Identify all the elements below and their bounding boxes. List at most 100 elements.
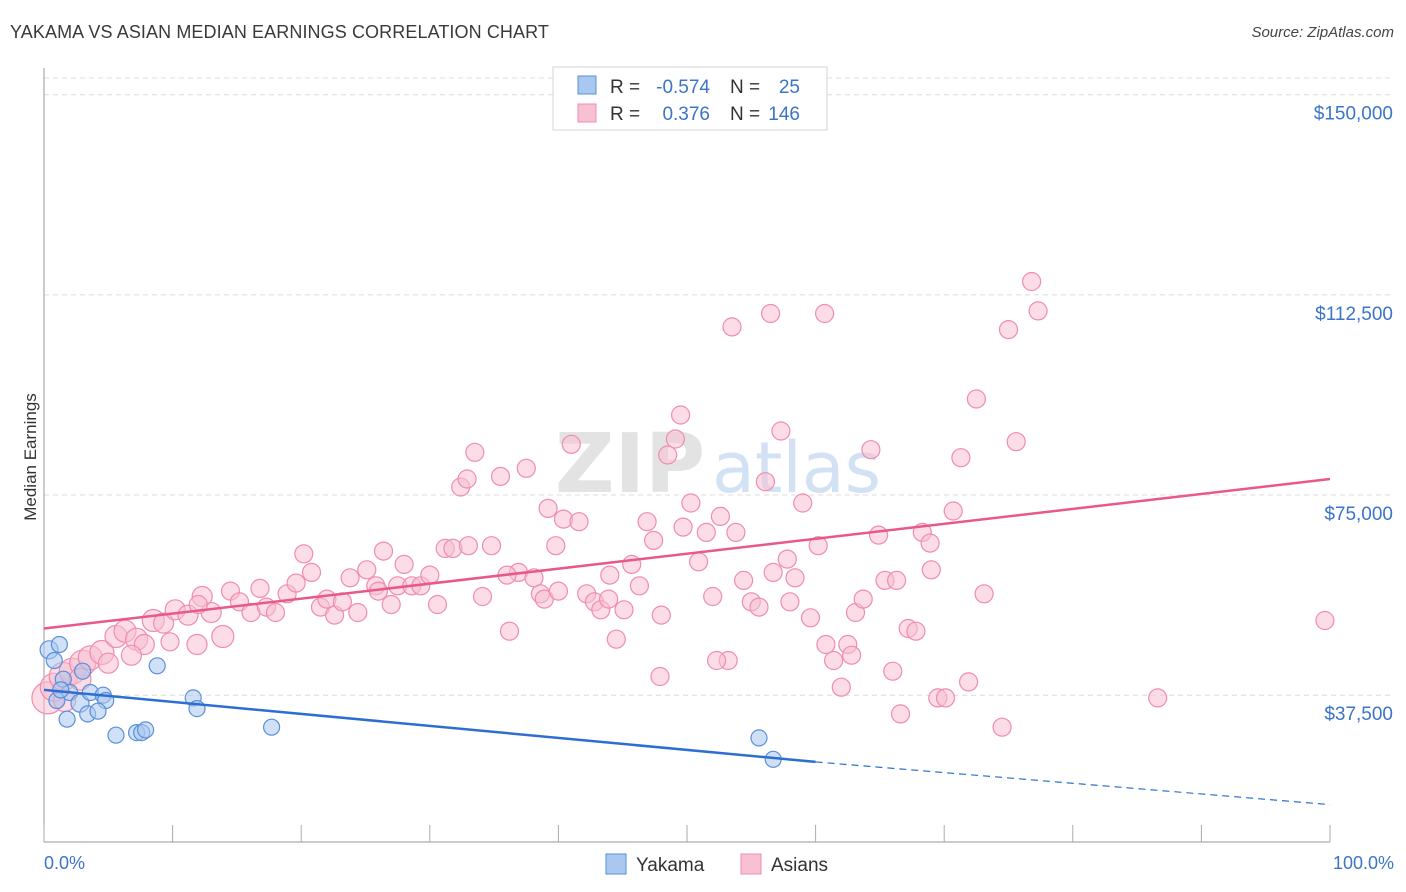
y-axis-label: Median Earnings <box>21 393 40 521</box>
legend-swatch-asians <box>577 103 597 123</box>
point-asians-92 <box>800 608 821 628</box>
point-asians-113 <box>958 672 979 692</box>
point-asians-68 <box>622 554 642 575</box>
point-asians-122 <box>760 303 781 324</box>
point-asians-15 <box>186 633 208 656</box>
point-asians-89 <box>777 549 797 569</box>
y-tick-label-1: $75,000 <box>1324 504 1393 525</box>
point-asians-75 <box>673 517 693 537</box>
correlation-legend-box <box>552 66 828 131</box>
point-asians-49 <box>472 586 493 607</box>
point-asians-126 <box>1315 610 1335 631</box>
point-asians-131 <box>458 536 478 556</box>
point-asians-100 <box>861 440 881 460</box>
series-legend: Yakama Asians <box>605 853 828 876</box>
point-asians-54 <box>516 458 536 478</box>
point-asians-43 <box>427 594 448 615</box>
legend-n-label-asians: N = <box>730 104 760 125</box>
point-asians-111 <box>943 501 963 521</box>
y-tick-label-2: $112,500 <box>1315 304 1393 325</box>
point-asians-78 <box>696 522 716 543</box>
point-asians-27 <box>301 562 322 583</box>
series-yakama <box>39 635 782 768</box>
point-yakama-2 <box>45 651 63 670</box>
point-asians-142 <box>97 652 119 674</box>
point-asians-121 <box>722 317 742 337</box>
point-asians-108 <box>920 533 940 553</box>
point-asians-106 <box>906 621 926 641</box>
bottom-legend-label-asians[interactable]: Asians <box>771 855 828 876</box>
point-asians-50 <box>481 536 502 556</box>
bottom-legend-swatch-asians[interactable] <box>740 853 762 875</box>
point-asians-39 <box>394 554 414 575</box>
point-asians-134 <box>548 581 569 601</box>
point-asians-117 <box>998 320 1019 340</box>
point-asians-135 <box>600 565 620 585</box>
point-yakama-12 <box>89 702 107 720</box>
point-yakama-1 <box>50 635 69 654</box>
point-asians-104 <box>890 704 911 724</box>
point-asians-80 <box>710 506 731 527</box>
point-asians-23 <box>265 602 286 623</box>
point-asians-33 <box>348 602 368 623</box>
legend-r-label-asians: R = <box>610 104 640 125</box>
point-asians-60 <box>561 434 581 454</box>
point-asians-69 <box>629 576 650 596</box>
x-tick-label-min: 0.0% <box>44 853 85 873</box>
trend-lines <box>43 477 1331 806</box>
point-asians-61 <box>569 512 589 532</box>
point-asians-34 <box>357 560 377 580</box>
point-asians-125 <box>1148 688 1168 708</box>
point-asians-76 <box>681 493 701 513</box>
trend-line-extension-yakama <box>815 761 1331 806</box>
point-asians-18 <box>211 624 235 649</box>
point-asians-71 <box>643 530 664 551</box>
point-asians-67 <box>614 600 634 620</box>
point-yakama-23 <box>73 662 92 680</box>
legend-r-label-yakama: R = <box>610 77 640 98</box>
point-asians-137 <box>706 650 727 671</box>
point-asians-101 <box>868 525 889 545</box>
point-asians-95 <box>823 650 844 671</box>
point-asians-83 <box>733 570 754 591</box>
point-asians-12 <box>153 612 175 634</box>
point-yakama-17 <box>148 657 166 675</box>
point-asians-138 <box>780 592 800 612</box>
point-asians-123 <box>814 303 835 324</box>
point-asians-90 <box>785 568 805 588</box>
point-asians-58 <box>546 536 566 556</box>
point-asians-48 <box>465 442 485 462</box>
correlation-legend: R = -0.574 N = 25 R = 0.376 N = 146 <box>552 66 828 131</box>
point-asians-82 <box>726 522 746 543</box>
y-tick-label-3: $150,000 <box>1314 104 1393 125</box>
point-asians-85 <box>749 597 769 617</box>
bottom-legend-label-yakama[interactable]: Yakama <box>636 855 705 876</box>
legend-n-label-yakama: N = <box>730 77 760 98</box>
point-asians-112 <box>951 448 971 468</box>
point-asians-99 <box>853 589 873 609</box>
point-asians-57 <box>538 498 558 518</box>
point-asians-96 <box>831 677 851 697</box>
bottom-legend-swatch-yakama[interactable] <box>605 853 627 875</box>
watermark: ZIP atlas <box>555 417 881 512</box>
point-asians-74 <box>665 429 686 449</box>
point-yakama-13 <box>107 726 125 744</box>
point-asians-141 <box>921 560 941 580</box>
point-asians-118 <box>1006 432 1026 452</box>
point-asians-26 <box>294 544 314 564</box>
point-asians-47 <box>457 469 477 489</box>
point-asians-37 <box>381 594 401 615</box>
point-asians-36 <box>373 541 394 561</box>
x-ticks <box>43 825 1331 842</box>
chart-source: Source: ZipAtlas.com <box>1251 24 1394 41</box>
point-asians-72 <box>650 666 670 687</box>
point-asians-32 <box>340 568 360 588</box>
point-yakama-21 <box>750 729 768 747</box>
point-asians-127 <box>160 632 180 652</box>
point-asians-52 <box>499 621 520 641</box>
point-asians-66 <box>606 629 626 649</box>
point-yakama-6 <box>58 710 76 728</box>
point-asians-51 <box>490 466 511 486</box>
x-tick-label-max: 100.0% <box>1333 853 1394 873</box>
point-asians-86 <box>755 472 776 492</box>
